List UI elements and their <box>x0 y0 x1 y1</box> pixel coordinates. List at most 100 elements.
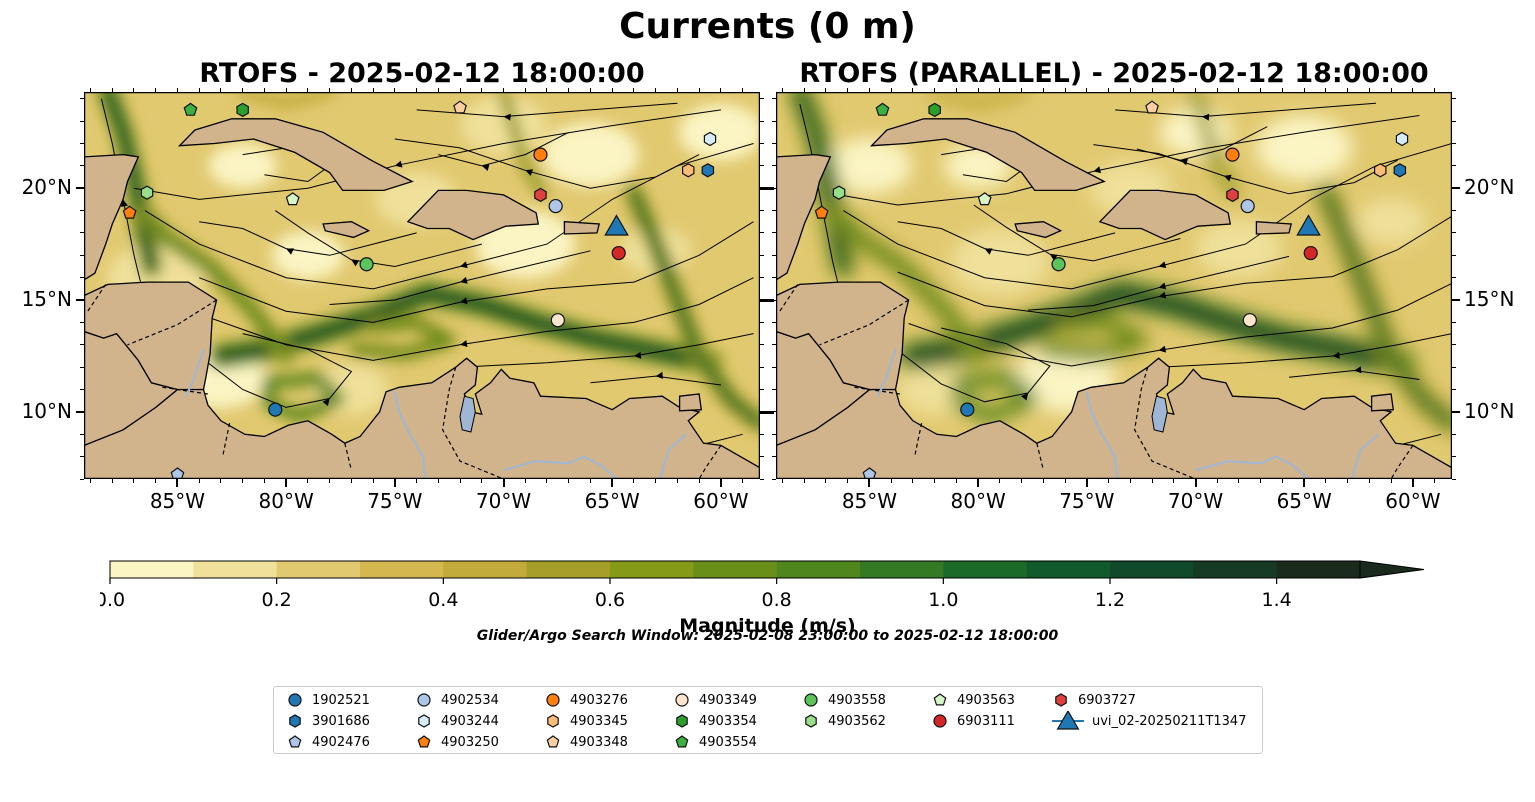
colorbar-segment <box>1110 561 1194 578</box>
marker-4903250 <box>814 205 829 219</box>
x-tick-label: 75°W <box>1059 489 1115 513</box>
lake-maracaibo <box>1151 395 1168 433</box>
figure-title: Currents (0 m) <box>619 6 916 47</box>
legend-label: 3901686 <box>312 713 370 729</box>
y-minor-tick <box>80 165 84 167</box>
y-minor-tick <box>760 456 764 458</box>
x-minor-tick <box>1064 479 1066 483</box>
x-minor-tick <box>1086 479 1088 483</box>
colorbar-segment <box>110 561 194 578</box>
y-minor-tick <box>1452 321 1456 323</box>
x-minor-tick <box>459 88 461 92</box>
colorbar-label: Magnitude (m/s) <box>679 615 856 637</box>
x-minor-tick <box>90 88 92 92</box>
colorbar-segment <box>360 561 444 578</box>
marker-3901686 <box>1393 163 1407 178</box>
x-minor-tick <box>633 479 635 483</box>
streamline <box>199 221 417 256</box>
marker-4903563 <box>285 192 300 206</box>
legend-label: 4903558 <box>828 692 886 708</box>
y-minor-tick <box>80 277 84 279</box>
weak-current-patch <box>678 104 760 161</box>
x-minor-tick <box>155 88 157 92</box>
x-minor-tick <box>503 479 504 483</box>
river <box>877 348 897 397</box>
y-minor-tick <box>80 321 84 323</box>
x-minor-tick <box>825 88 827 92</box>
x-tick <box>393 479 396 487</box>
x-minor-tick <box>307 479 309 483</box>
legend-marker <box>418 714 430 728</box>
land-cuba <box>177 118 414 192</box>
marker-4903349 <box>1242 313 1257 328</box>
colorbar: 0.0 0.2 0.4 0.6 0.8 1.0 1.2 1.4 <box>100 560 1425 611</box>
land-yucatan <box>84 153 140 281</box>
weak-current-patch <box>827 137 912 194</box>
y-minor-tick <box>772 254 776 256</box>
x-minor-tick <box>720 88 722 92</box>
x-minor-tick <box>1086 88 1088 92</box>
x-minor-tick <box>890 479 892 483</box>
x-tick-label: 80°W <box>950 489 1006 513</box>
land-hispaniola <box>1098 189 1232 241</box>
x-minor-tick <box>198 88 200 92</box>
legend-marker <box>288 693 302 707</box>
legend-marker-icon <box>547 714 559 728</box>
x-tick-label: 65°W <box>1276 489 1332 513</box>
x-tick <box>176 479 179 487</box>
x-minor-tick <box>1412 479 1414 483</box>
legend-marker <box>547 714 559 728</box>
y-minor-tick <box>1452 142 1456 144</box>
y-tick-label: 20°N <box>1464 175 1515 200</box>
x-minor-tick <box>242 88 244 92</box>
yucatan-jet <box>795 92 848 272</box>
x-minor-tick <box>1303 479 1305 483</box>
east-jet <box>630 189 760 427</box>
y-tick <box>1452 410 1460 413</box>
y-minor-tick <box>760 366 764 368</box>
marker-6903111 <box>1303 245 1318 261</box>
x-minor-tick <box>481 479 483 483</box>
land-jamaica <box>322 221 371 239</box>
x-minor-tick <box>955 88 957 92</box>
y-minor-tick <box>80 389 84 391</box>
x-minor-tick <box>394 88 396 92</box>
colorbar-segment <box>526 561 611 578</box>
x-minor-tick <box>934 479 936 483</box>
marker-4903562 <box>832 185 846 200</box>
legend-item: 6903111 <box>931 711 1015 731</box>
colorbar-segment <box>193 561 278 578</box>
x-minor-tick <box>1325 479 1327 483</box>
x-minor-tick <box>1021 88 1023 92</box>
streamline <box>1136 126 1268 161</box>
x-minor-tick <box>890 88 892 92</box>
legend-item: 4903276 <box>544 690 628 710</box>
x-minor-tick <box>1064 88 1066 92</box>
streamline <box>1028 255 1290 311</box>
x-minor-tick <box>742 479 744 483</box>
legend-label: 4903345 <box>570 713 628 729</box>
legend-marker-icon <box>805 714 817 728</box>
colombia-eddy <box>1043 317 1146 359</box>
x-minor-tick <box>934 88 936 92</box>
y-tick <box>760 410 774 414</box>
colombia-eddy <box>351 318 454 358</box>
y-minor-tick <box>1452 433 1456 435</box>
legend-marker-icon <box>546 693 560 707</box>
colorbar-segment <box>1276 561 1361 578</box>
x-minor-tick <box>133 88 135 92</box>
y-minor-tick <box>760 433 764 435</box>
x-minor-tick <box>698 88 700 92</box>
x-minor-tick <box>1108 479 1110 483</box>
colorbar-segment <box>1026 561 1111 578</box>
x-minor-tick <box>589 479 591 483</box>
anegada-jet <box>500 92 546 196</box>
x-tick <box>1194 479 1197 487</box>
marker-4903348 <box>1145 100 1159 114</box>
legend-item: 1902521 <box>286 690 370 710</box>
y-tick-label: 10°N <box>21 398 72 423</box>
weak-current-patch <box>1256 115 1353 180</box>
marker-3901686 <box>701 163 715 178</box>
marker-4903250 <box>122 205 137 219</box>
x-tick-label: 60°W <box>693 489 749 513</box>
